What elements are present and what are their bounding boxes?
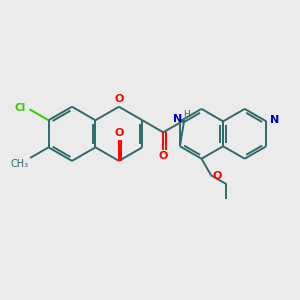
Text: O: O <box>114 128 124 138</box>
Text: CH₃: CH₃ <box>11 159 29 170</box>
Text: O: O <box>159 152 168 161</box>
Text: O: O <box>114 94 124 104</box>
Text: O: O <box>213 171 222 181</box>
Text: N: N <box>270 115 279 125</box>
Text: N: N <box>173 114 183 124</box>
Text: Cl: Cl <box>15 103 26 113</box>
Text: H: H <box>183 110 190 119</box>
